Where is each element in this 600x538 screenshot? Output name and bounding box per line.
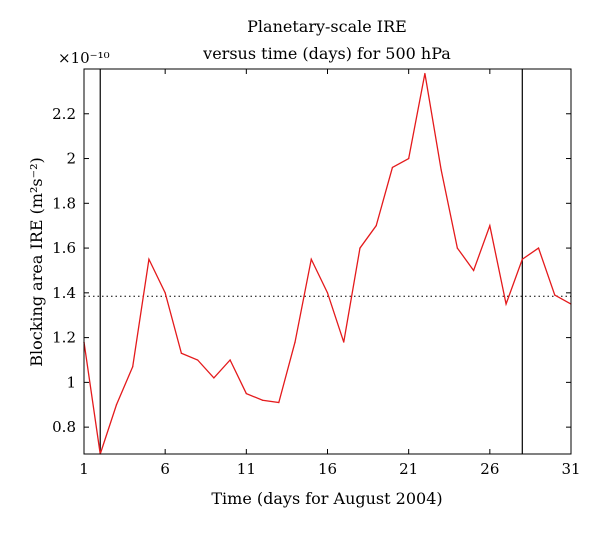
chart-title-line-2: versus time (days) for 500 hPa (202, 44, 451, 63)
data-point (132, 366, 134, 368)
y-tick-label: 0.8 (52, 418, 76, 436)
data-point (164, 292, 166, 294)
data-point (537, 247, 540, 249)
data-point (343, 341, 345, 343)
y-tick-label: 1.8 (52, 194, 76, 212)
data-point (424, 72, 426, 75)
data-point (245, 392, 247, 395)
x-axis-label: Time (days for August 2004) (211, 489, 442, 508)
y-axis-multiplier: ×10⁻¹⁰ (58, 49, 110, 67)
data-point (294, 341, 296, 343)
series-line-1 (83, 73, 572, 455)
y-tick-label: 1.6 (52, 239, 76, 257)
data-point (521, 258, 523, 260)
x-tick-label: 21 (399, 460, 418, 478)
y-tick-label: 1 (66, 373, 76, 391)
data-point (261, 399, 264, 401)
data-point (375, 225, 377, 227)
data-point (213, 377, 215, 379)
chart-title-line-1: Planetary-scale IRE (247, 17, 407, 36)
data-point (278, 401, 280, 404)
data-point (440, 169, 442, 171)
data-point (359, 247, 361, 249)
data-point (489, 225, 491, 227)
y-tick-label: 2.2 (52, 105, 76, 123)
y-tick-label: 1.4 (52, 284, 76, 302)
x-tick-label: 11 (237, 460, 256, 478)
data-point (180, 352, 182, 354)
data-point (456, 247, 458, 249)
data-point (148, 258, 150, 260)
data-point (197, 359, 199, 361)
data-point (229, 359, 231, 361)
y-tick-label: 2 (66, 150, 76, 168)
plot-frame (83, 68, 572, 455)
data-point (391, 166, 394, 169)
x-tick-label: 26 (480, 460, 499, 478)
data-point (115, 404, 118, 406)
y-tick-label: 1.2 (52, 329, 76, 347)
y-axis-label: Blocking area IRE (m²s⁻²) (27, 157, 46, 366)
data-point (326, 292, 329, 294)
data-point (310, 258, 312, 260)
data-point (408, 157, 410, 160)
x-tick-label: 1 (79, 460, 89, 478)
plot-area (83, 69, 572, 455)
x-tick-label: 16 (318, 460, 337, 478)
data-point (473, 269, 475, 272)
data-point (505, 303, 507, 305)
axis-ticks: 1 6 11 16 21 26 310.811.21.41.61.822.2 (52, 69, 581, 478)
x-tick-label: 6 (160, 460, 170, 478)
data-point (554, 294, 556, 296)
x-tick-label: 31 (561, 460, 580, 478)
